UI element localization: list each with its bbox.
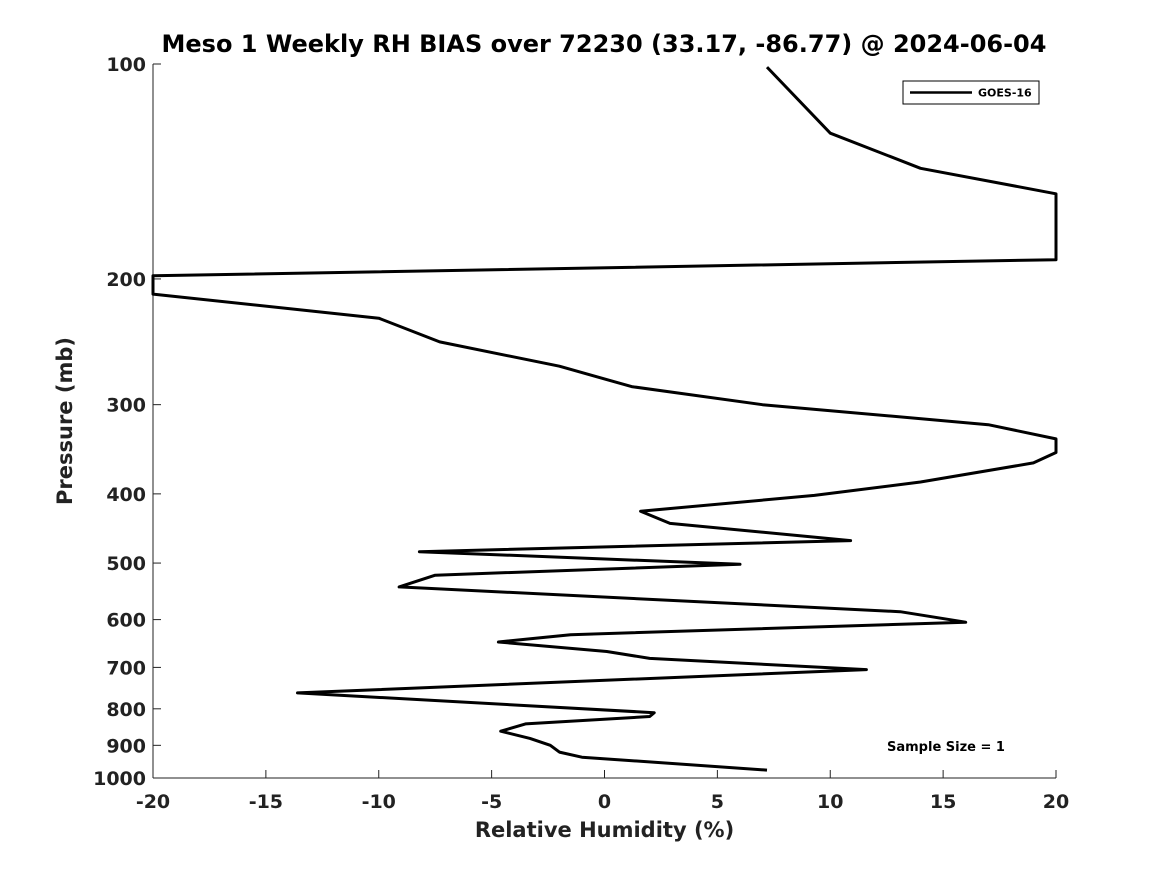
x-tick-label: 0 [598, 791, 611, 813]
y-tick-label: 400 [106, 484, 146, 506]
x-tick-label: -15 [249, 791, 283, 813]
y-tick-label: 500 [106, 553, 146, 575]
y-axis-label: Pressure (mb) [53, 337, 77, 505]
chart-title: Meso 1 Weekly RH BIAS over 72230 (33.17,… [161, 30, 1047, 58]
y-tick-label: 700 [106, 657, 146, 679]
x-tick-label: 15 [930, 791, 956, 813]
y-tick-label: 900 [106, 735, 146, 757]
axes: -20 -15 -10 -5 0 5 10 15 20 100 200 300 400 500 600 700… [93, 54, 1069, 813]
x-tick-label: 5 [711, 791, 724, 813]
x-tick-label: -20 [136, 791, 170, 813]
y-tick-label: 200 [106, 269, 146, 291]
y-tick-label: 1000 [93, 768, 146, 790]
legend-label: GOES-16 [978, 87, 1032, 100]
y-tick-label: 800 [106, 699, 146, 721]
x-axis-label: Relative Humidity (%) [474, 818, 735, 842]
x-tick-label: -10 [362, 791, 396, 813]
legend: GOES-16 [902, 80, 1040, 105]
series-line [151, 66, 1058, 772]
x-tick-label: 10 [817, 791, 843, 813]
series-layer [151, 66, 1058, 772]
sample-size-annotation: Sample Size = 1 [887, 740, 1005, 755]
x-tick-label: -5 [481, 791, 502, 813]
y-tick-label: 100 [106, 54, 146, 76]
y-tick-label: 300 [106, 395, 146, 417]
y-tick-label: 600 [106, 610, 146, 632]
x-tick-label: 20 [1043, 791, 1069, 813]
